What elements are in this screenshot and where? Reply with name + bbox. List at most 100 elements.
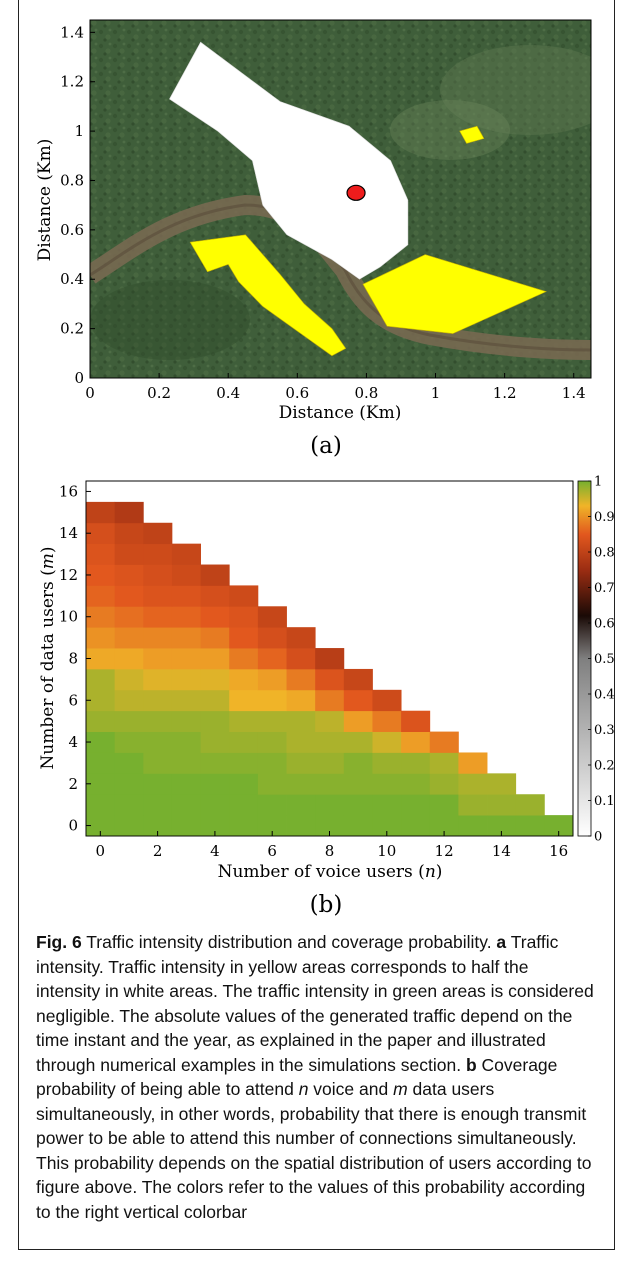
- heatmap-cell: [86, 564, 116, 586]
- heatmap-cell: [114, 731, 144, 753]
- heatmap-cell: [401, 752, 431, 774]
- heatmap-cell: [401, 794, 431, 816]
- heatmap-cell: [143, 585, 173, 607]
- traffic-regions: [169, 41, 547, 357]
- caption-part-a-text: Traffic intensity. Traffic intensity in …: [36, 932, 594, 1075]
- heatmap-cell: [200, 773, 230, 795]
- map-xtick-label: 0: [85, 384, 95, 402]
- map-ytick-label: 0.4: [60, 270, 84, 288]
- heatmap-cell: [114, 773, 144, 795]
- base-station-marker: [346, 184, 366, 201]
- heatmap-cell: [487, 794, 517, 816]
- yellow-traffic-area-1: [189, 234, 347, 357]
- heatmap-cell: [200, 627, 230, 649]
- heatmap-cell: [372, 689, 402, 712]
- heatmap-cell: [200, 731, 230, 753]
- heatmap-ytick-label: 6: [68, 691, 78, 709]
- heatmap-cell: [86, 794, 116, 816]
- heatmap-cell: [171, 773, 201, 795]
- heatmap-cell: [86, 752, 116, 774]
- caption-var-m: m: [393, 1079, 408, 1099]
- panel-a-label: (a): [310, 433, 342, 459]
- heatmap-cell: [429, 815, 459, 837]
- heatmap-cell: [458, 794, 488, 816]
- heatmap-cell: [229, 668, 259, 691]
- colorbar-tick-label: 0.7: [594, 581, 615, 596]
- caption-fig-label: Fig. 6: [36, 932, 82, 952]
- heatmap-cell: [257, 731, 287, 753]
- heatmap-cell: [171, 585, 201, 607]
- heatmap-cell: [171, 668, 201, 691]
- heatmap-cell: [114, 564, 144, 586]
- heatmap-cell: [401, 710, 431, 732]
- map-ytick-label: 0.2: [60, 320, 84, 338]
- heatmap-cell: [143, 710, 173, 732]
- heatmap-cell: [171, 815, 201, 837]
- heatmap-cell: [114, 710, 144, 732]
- heatmap-cell: [86, 710, 116, 732]
- heatmap-cell: [143, 668, 173, 691]
- heatmap-xtick-label: 6: [267, 842, 277, 860]
- map-xtick-label: 0.2: [147, 384, 171, 402]
- map-axes-box: [89, 19, 592, 379]
- heatmap-cell: [458, 815, 488, 837]
- map-ylabel: Distance (Km): [35, 139, 55, 262]
- heatmap-cell: [143, 522, 173, 545]
- heatmap-cell: [114, 501, 144, 524]
- yellow-traffic-area-2: [362, 254, 547, 334]
- heatmap-cell: [257, 752, 287, 774]
- map-panel: 0 0.2 0.4 0.6 0.8 1 1.2 1.4 0 0.2 0.4 0.6 0.8 1 1.2 1.4…: [35, 19, 592, 459]
- heatmap-cell: [372, 752, 402, 774]
- heatmap-panel: 0 2 4 6 8 10 12 14 16 0 2 4 6 8 10 12 14 16 0 0.1 0.2 0.3 0.4…: [38, 475, 615, 919]
- colorbar-tick-label: 0.1: [594, 794, 615, 809]
- colorbar-tick-label: 0: [594, 830, 602, 845]
- heatmap-xlabel: Number of voice users (n): [218, 862, 443, 882]
- heatmap-cell: [487, 773, 517, 795]
- heatmap-cell: [257, 710, 287, 732]
- heatmap-cell: [86, 815, 116, 837]
- heatmap-cell: [315, 710, 345, 732]
- heatmap-cell: [171, 689, 201, 712]
- map-xtick-label: 1.2: [493, 384, 517, 402]
- heatmap-cell: [86, 731, 116, 753]
- heatmap-cell: [143, 606, 173, 628]
- heatmap-ytick-label: 10: [59, 608, 78, 626]
- heatmap-cell: [429, 752, 459, 774]
- heatmap-cell: [372, 731, 402, 753]
- heatmap-cell: [429, 794, 459, 816]
- heatmap-cell: [372, 815, 402, 837]
- map-xtick-label: 1: [431, 384, 441, 402]
- heatmap-cell: [515, 815, 545, 837]
- map-xtick-label: 0.8: [354, 384, 378, 402]
- heatmap-cell: [114, 648, 144, 670]
- figure-caption: Fig. 6 Traffic intensity distribution an…: [36, 930, 596, 1224]
- heatmap-cell: [143, 627, 173, 649]
- figure-canvas: 0 0.2 0.4 0.6 0.8 1 1.2 1.4 0 0.2 0.4 0.6 0.8 1 1.2 1.4…: [35, 19, 615, 919]
- heatmap-cell: [315, 648, 345, 670]
- heatmap-cell: [315, 668, 345, 691]
- heatmap-ytick-label: 4: [68, 733, 78, 751]
- map-xtick-label: 1.4: [562, 384, 586, 402]
- heatmap-cell: [229, 752, 259, 774]
- heatmap-cell: [229, 606, 259, 628]
- heatmap-cell: [343, 689, 373, 712]
- heatmap-cell: [200, 585, 230, 607]
- heatmap-ytick-label: 16: [59, 482, 78, 500]
- heatmap-xtick-label: 0: [96, 842, 106, 860]
- heatmap-cell: [143, 543, 173, 565]
- heatmap-cell: [86, 773, 116, 795]
- heatmap-cell: [171, 648, 201, 670]
- heatmap-ylabel: Number of data users (m): [38, 546, 58, 769]
- colorbar-tick-label: 0.9: [594, 510, 615, 525]
- heatmap-cell: [171, 731, 201, 753]
- heatmap-cell: [200, 648, 230, 670]
- heatmap-cell: [86, 668, 116, 691]
- heatmap-cell: [458, 752, 488, 774]
- heatmap-cell: [229, 585, 259, 607]
- heatmap-cell: [458, 773, 488, 795]
- heatmap-xtick-label: 2: [153, 842, 163, 860]
- heatmap-ytick-label: 8: [68, 650, 78, 668]
- heatmap-ytick-label: 12: [59, 566, 78, 584]
- heatmap-cell: [86, 648, 116, 670]
- heatmap-cell: [229, 689, 259, 712]
